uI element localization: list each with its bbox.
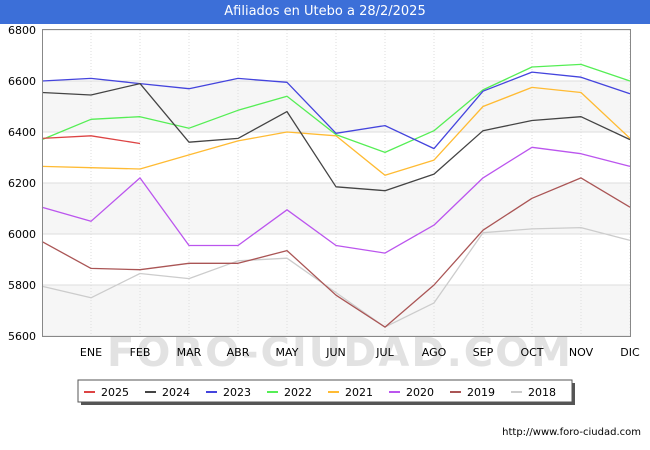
x-tick-label: ENE: [80, 346, 102, 359]
legend-label: 2019: [467, 386, 495, 399]
plot-band: [42, 234, 630, 285]
plot-frame: [42, 29, 631, 337]
x-tick-label: MAR: [177, 346, 202, 359]
series-line-2024: [41, 82, 631, 192]
x-tick-label: FEB: [130, 346, 151, 359]
x-tick-label: JUN: [325, 346, 346, 359]
series-lines: [41, 63, 631, 328]
plot-band: [42, 132, 630, 183]
legend-box: [77, 379, 573, 403]
legend-label: 2023: [223, 386, 251, 399]
x-tick-label: DIC: [620, 346, 640, 359]
y-tick-label: 6600: [8, 75, 36, 88]
plot-band: [42, 183, 630, 234]
y-tick-label: 5800: [8, 279, 36, 292]
x-tick-label: NOV: [569, 346, 594, 359]
series-line-2020: [41, 146, 631, 254]
legend-label: 2018: [528, 386, 556, 399]
legend-label: 2021: [345, 386, 373, 399]
series-line-2019: [41, 177, 631, 328]
legend-label: 2025: [101, 386, 129, 399]
series-line-2018: [41, 226, 631, 328]
series-line-2025: [41, 135, 141, 145]
legend-label: 2024: [162, 386, 190, 399]
legend-label: 2022: [284, 386, 312, 399]
y-tick-label: 6000: [8, 228, 36, 241]
footer-url: http://www.foro-ciudad.com: [502, 427, 641, 438]
y-axis-ticks: 5600 5800 6000 6200 6400 6600 6800: [8, 24, 36, 343]
y-tick-label: 5600: [8, 330, 36, 343]
y-tick-label: 6400: [8, 126, 36, 139]
y-tick-label: 6200: [8, 177, 36, 190]
x-tick-label: JUL: [375, 346, 394, 359]
x-tick-label: SEP: [473, 346, 494, 359]
x-axis-ticks: ENE FEB MAR ABR MAY JUN JUL AGO SEP OCT NOV DIC: [80, 346, 640, 359]
series-line-2021: [41, 86, 631, 176]
legend: 2025 2024 2023 2022 2021 2020 2019 2018: [77, 379, 575, 405]
y-tick-label: 6800: [8, 24, 36, 37]
chart-title: Afiliados en Utebo a 28/2/2025: [0, 0, 650, 24]
legend-label: 2020: [406, 386, 434, 399]
x-tick-label: MAY: [276, 346, 299, 359]
x-tick-label: ABR: [227, 346, 250, 359]
x-tick-label: OCT: [520, 346, 543, 359]
x-tick-label: AGO: [422, 346, 447, 359]
series-line-2022: [41, 63, 631, 154]
watermark: FORO-CIUDAD.COM: [107, 330, 573, 376]
